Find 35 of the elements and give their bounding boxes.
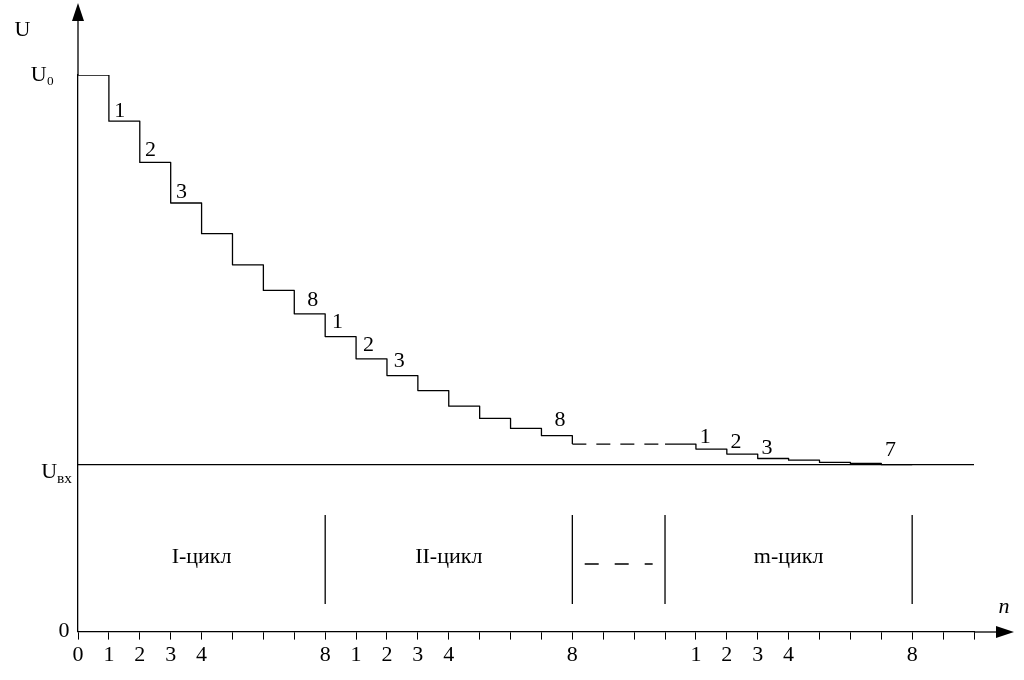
annotation: 8	[307, 286, 319, 312]
x-tick-label: 8	[566, 640, 578, 666]
x-tick-label: 8	[906, 640, 918, 666]
x-axis-title: n	[998, 593, 1010, 619]
x-tick-label: 1	[350, 640, 362, 666]
x-tick-label: 3	[752, 640, 764, 666]
annotation: 7	[885, 436, 897, 462]
text: 0	[58, 617, 70, 643]
x-tick-label: 3	[165, 640, 177, 666]
x-tick-label: 2	[134, 640, 146, 666]
annotation: m-цикл	[753, 542, 824, 568]
x-tick-label: 2	[721, 640, 733, 666]
annotation: 2	[362, 330, 374, 356]
annotation: 2	[730, 428, 742, 454]
annotation: I-цикл	[171, 542, 232, 568]
annotation: 1	[699, 422, 711, 448]
annotation: II-цикл	[415, 542, 483, 568]
text: U₀	[30, 60, 55, 86]
x-tick-label: 8	[319, 640, 331, 666]
annotation: 2	[145, 135, 157, 161]
x-tick-label: 4	[443, 640, 455, 666]
x-tick-label: 0	[72, 640, 84, 666]
x-tick-label: 4	[783, 640, 795, 666]
text: U	[14, 16, 31, 42]
annotation: 1	[114, 96, 126, 122]
annotation: 1	[332, 308, 344, 334]
x-tick-label: 1	[690, 640, 702, 666]
x-tick-label: 1	[103, 640, 115, 666]
x-tick-label: 3	[412, 640, 424, 666]
x-tick-label: 2	[381, 640, 393, 666]
annotation: 3	[393, 347, 405, 373]
annotation: 8	[554, 405, 566, 431]
annotation: 3	[761, 433, 773, 459]
x-tick-label: 4	[196, 640, 208, 666]
annotation: 3	[176, 177, 187, 203]
